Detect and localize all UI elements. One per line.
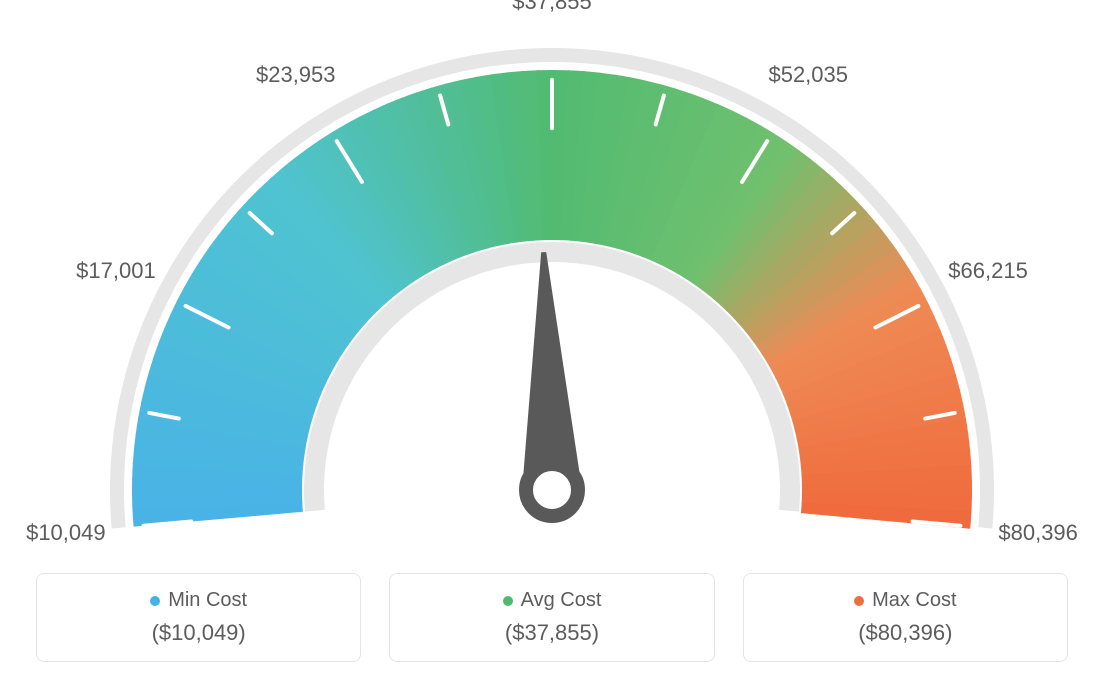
legend-max-title: Max Cost [854,589,956,612]
legend-dot-avg [503,596,513,606]
legend-min-label: Min Cost [168,589,247,612]
legend-avg-label: Avg Cost [521,589,602,612]
gauge-tick-label: $23,953 [256,62,336,88]
legend-max-label: Max Cost [872,589,956,612]
legend-row: Min Cost ($10,049) Avg Cost ($37,855) Ma… [0,555,1104,690]
gauge-tick-label: $10,049 [26,520,106,546]
gauge-svg [0,0,1104,540]
legend-min-value: ($10,049) [152,620,246,646]
legend-dot-max [854,596,864,606]
gauge-tick-label: $17,001 [76,258,156,284]
gauge-tick-label: $37,855 [512,0,592,15]
legend-card-avg: Avg Cost ($37,855) [389,573,714,662]
legend-avg-title: Avg Cost [503,589,602,612]
legend-card-max: Max Cost ($80,396) [743,573,1068,662]
gauge-tick-label: $66,215 [948,258,1028,284]
legend-avg-value: ($37,855) [505,620,599,646]
gauge-tick-label: $52,035 [768,62,848,88]
legend-dot-min [150,596,160,606]
gauge-tick-label: $80,396 [998,520,1078,546]
gauge-chart: $10,049$17,001$23,953$37,855$52,035$66,2… [0,0,1104,540]
legend-max-value: ($80,396) [858,620,952,646]
legend-card-min: Min Cost ($10,049) [36,573,361,662]
legend-min-title: Min Cost [150,589,247,612]
